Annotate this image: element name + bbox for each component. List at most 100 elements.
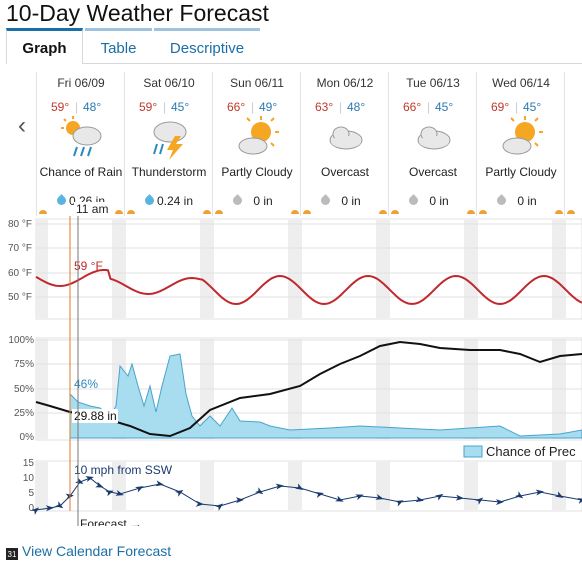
precip-chance-area [69,353,582,439]
wind-arrow-icon [95,481,104,488]
wind-arrow-icon [155,480,164,487]
day-condition: Overcast [320,165,369,179]
wind-arrow-icon [175,489,184,497]
forecast-label: Forecast → [80,517,142,526]
cursor-wind-label: 10 mph from SSW [74,463,173,477]
view-calendar-label: View Calendar Forecast [22,543,172,559]
precip-pressure-chart: 100% 75% 50% 25% 0% 46% 29.88 in Chance … [8,335,582,460]
wind-arrow-icon [535,489,544,496]
view-calendar-link[interactable]: 31 View Calendar Forecast [6,543,171,560]
sunrise-icon [567,210,575,214]
sunset-icon [379,210,387,214]
wind-tick-15: 15 [23,458,35,469]
cursor-time-label: 11 am [74,202,111,216]
wind-arrow-icon [55,501,64,509]
wind-arrow-icon [515,491,524,499]
cursor-pressure-label: 29.88 in [74,409,117,423]
forecast-graphs: 80 °F 70 °F 60 °F 50 °F 59 °F 100% 75% 5… [8,216,582,526]
day-column[interactable]: Sun 06/11 66° | 49° Partly Cloudy 0 in [212,72,301,216]
day-low: 49° [259,100,278,114]
wind-arrow-icon [235,497,244,504]
wind-chart: 15 10 5 0 10 mph from SSW [23,458,582,515]
wind-arrow-icon [475,497,484,505]
wind-arrow-icon [215,503,224,511]
sunrise-icon [39,210,47,214]
day-column[interactable]: Tue 06/13 66° | 45° Overcast 0 in [388,72,477,216]
chevron-left-icon[interactable]: ‹ [18,112,26,139]
wind-arrow-icon [315,492,324,498]
sunrise-icon [127,210,135,214]
pct-tick-50: 50% [14,384,34,395]
day-high: 59° [139,100,158,114]
wind-arrow-icon [135,486,144,493]
raindrop-icon [143,194,156,207]
day-precip: 0.24 in [125,194,213,208]
wind-arrow-icon [395,500,404,507]
wind-arrow-icon [105,490,114,497]
day-high: 63° [315,100,334,114]
day-low: 48° [347,100,366,114]
wind-arrow-icon [75,477,84,484]
temp-separator: | [163,100,167,114]
day-column[interactable]: Sat 06/10 59° | 45° Thunderstorm 0.24 in [124,72,213,216]
day-date: Fri 06/09 [57,76,105,90]
wind-tick-10: 10 [23,473,35,484]
thunderstorm-icon [145,114,195,164]
overcast-icon [409,114,459,164]
day-column[interactable]: Pa [564,72,582,216]
temp-tick-60: 60 °F [8,268,32,279]
sunrise-icon [391,210,399,214]
pct-tick-75: 75% [14,359,34,370]
temperature-line [35,269,582,306]
sunset-icon [203,210,211,214]
temp-tick-70: 70 °F [8,243,32,254]
tab-graph[interactable]: Graph [6,28,83,64]
temp-tick-80: 80 °F [8,219,32,230]
tab-descriptive[interactable]: Descriptive [154,28,260,62]
wind-arrow-icon [275,483,284,490]
wind-arrow-icon [355,494,364,501]
day-precip: 0 in [477,194,565,208]
pct-tick-0: 0% [20,432,35,443]
sunrise-icon [303,210,311,214]
wind-tick-5: 5 [28,488,34,499]
wind-arrow-icon [415,496,424,503]
day-low: 45° [435,100,454,114]
cursor-temp-label: 59 °F [74,259,103,273]
tab-table[interactable]: Table [85,28,152,62]
raindrop-icon [319,194,332,207]
day-low: 48° [83,100,102,114]
day-condition: Partly Cloudy [221,165,293,179]
wind-arrow-icon [335,495,344,502]
legend-label: Chance of Prec [486,444,576,459]
raindrop-icon [55,194,68,207]
wind-tick-0: 0 [28,503,34,514]
legend-swatch [463,445,483,458]
day-column[interactable]: Wed 06/14 69° | 45° Partly Cloudy 0 in [476,72,565,216]
sunset-icon [115,210,123,214]
sunrise-icon [215,210,223,214]
temp-separator: | [251,100,255,114]
overcast-icon [321,114,371,164]
wind-arrow-icon [255,487,264,495]
temp-tick-50: 50 °F [8,292,32,303]
wind-arrow-icon [115,490,124,496]
page-title: 10-Day Weather Forecast [6,0,269,26]
day-precip: 0 in [389,194,477,208]
day-low: 45° [523,100,542,114]
sunrise-icon [479,210,487,214]
day-column[interactable]: Mon 06/12 63° | 48° Overcast 0 in [300,72,389,216]
wind-arrow-icon [455,494,464,501]
day-high: 66° [403,100,422,114]
day-column[interactable]: Fri 06/09 59° | 48° Chance of Rain 0.26 in [36,72,125,216]
day-low: 45° [171,100,190,114]
day-date: Wed 06/14 [492,76,550,90]
temp-separator: | [515,100,519,114]
wind-arrow-icon [375,493,384,500]
day-high: 59° [51,100,70,114]
temperature-chart: 80 °F 70 °F 60 °F 50 °F 59 °F [8,218,582,320]
wind-arrow-icon [85,476,94,482]
partly-cloudy-icon [233,114,283,164]
day-condition: Pa [565,165,582,179]
sunset-icon [291,210,299,214]
